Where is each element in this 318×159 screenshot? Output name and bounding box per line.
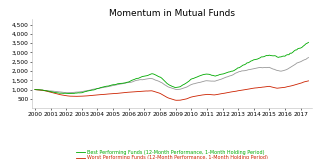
Title: Momentum in Mutual Funds: Momentum in Mutual Funds: [109, 9, 235, 18]
Legend: Best Performing Funds (12-Month Performance, 1-Month Holding Period), Worst Perf: Best Performing Funds (12-Month Performa…: [76, 150, 267, 159]
